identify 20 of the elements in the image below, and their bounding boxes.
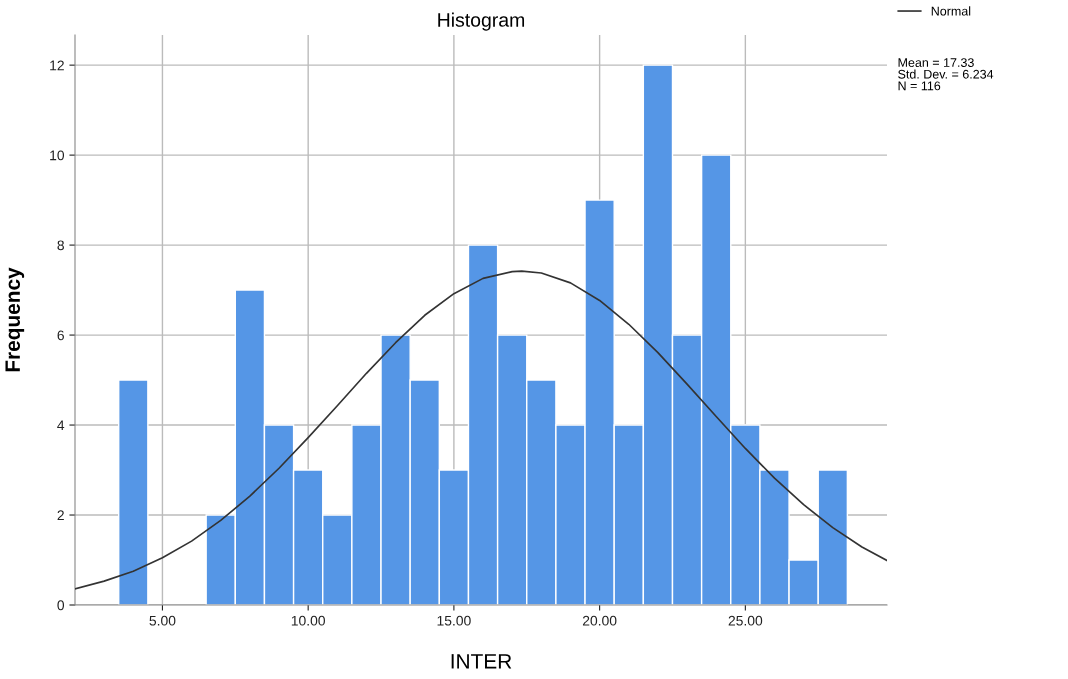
y-tick-label: 0 [57, 600, 65, 611]
x-tick-label: 25.00 [728, 615, 763, 626]
x-tick-label: 5.00 [149, 615, 176, 626]
y-tick-label: 8 [57, 240, 64, 251]
y-tick-label: 6 [57, 330, 64, 341]
y-tick-label: 12 [50, 60, 64, 71]
x-tick-label: 20.00 [582, 615, 617, 626]
text: N = 116 [898, 81, 941, 91]
text: Std. Dev. = 6.234 [898, 69, 994, 79]
y-axis-title: Frequency [5, 267, 25, 372]
x-axis-title: INTER [451, 654, 512, 669]
x-tick-label: 10.00 [291, 615, 325, 626]
line-series [75, 270, 887, 590]
y-tick-label: 10 [50, 150, 65, 161]
y-tick-label: 4 [57, 420, 65, 431]
legend-label: Normal [931, 6, 971, 16]
chart-title: Histogram [438, 12, 525, 31]
y-tick-label: 2 [57, 510, 64, 521]
x-tick-label: 15.00 [437, 615, 471, 626]
text: Mean = 17.33 [898, 58, 974, 67]
